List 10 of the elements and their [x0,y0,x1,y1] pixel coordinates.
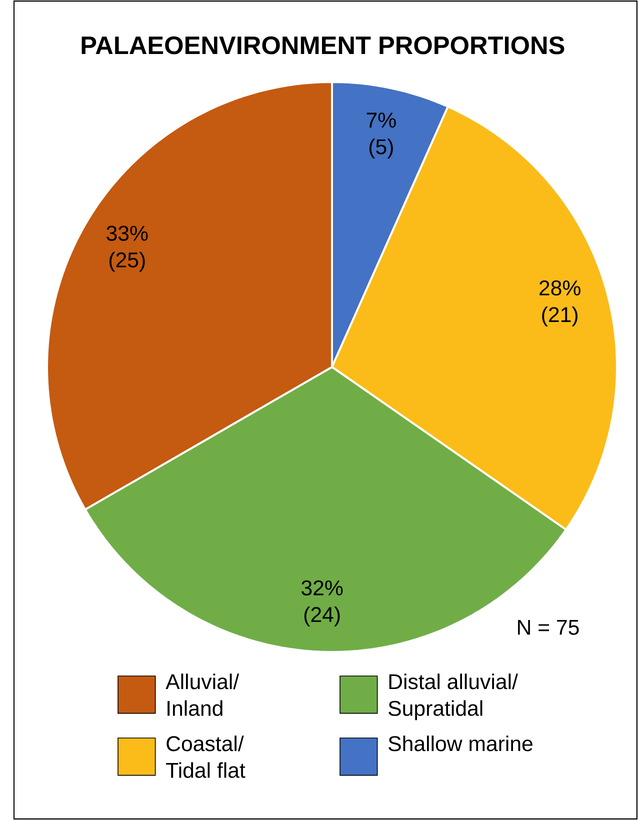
data-label: 28% (21) [540,280,580,326]
legend-label: Alluvial/Inland [166,674,240,716]
chart-title: PALAEOENVIRONMENT PROPORTIONS [82,36,564,54]
text: N = 75 [518,620,579,635]
legend-label: Distal alluvial/Supratidal [388,674,518,720]
legend-label: Shallow marine [388,736,532,752]
legend-label: Coastal/Tidal flat [166,736,246,778]
data-label: 33% (25) [106,226,148,272]
data-label: 32% (24) [302,580,343,626]
data-label: 7% (5) [366,112,396,159]
